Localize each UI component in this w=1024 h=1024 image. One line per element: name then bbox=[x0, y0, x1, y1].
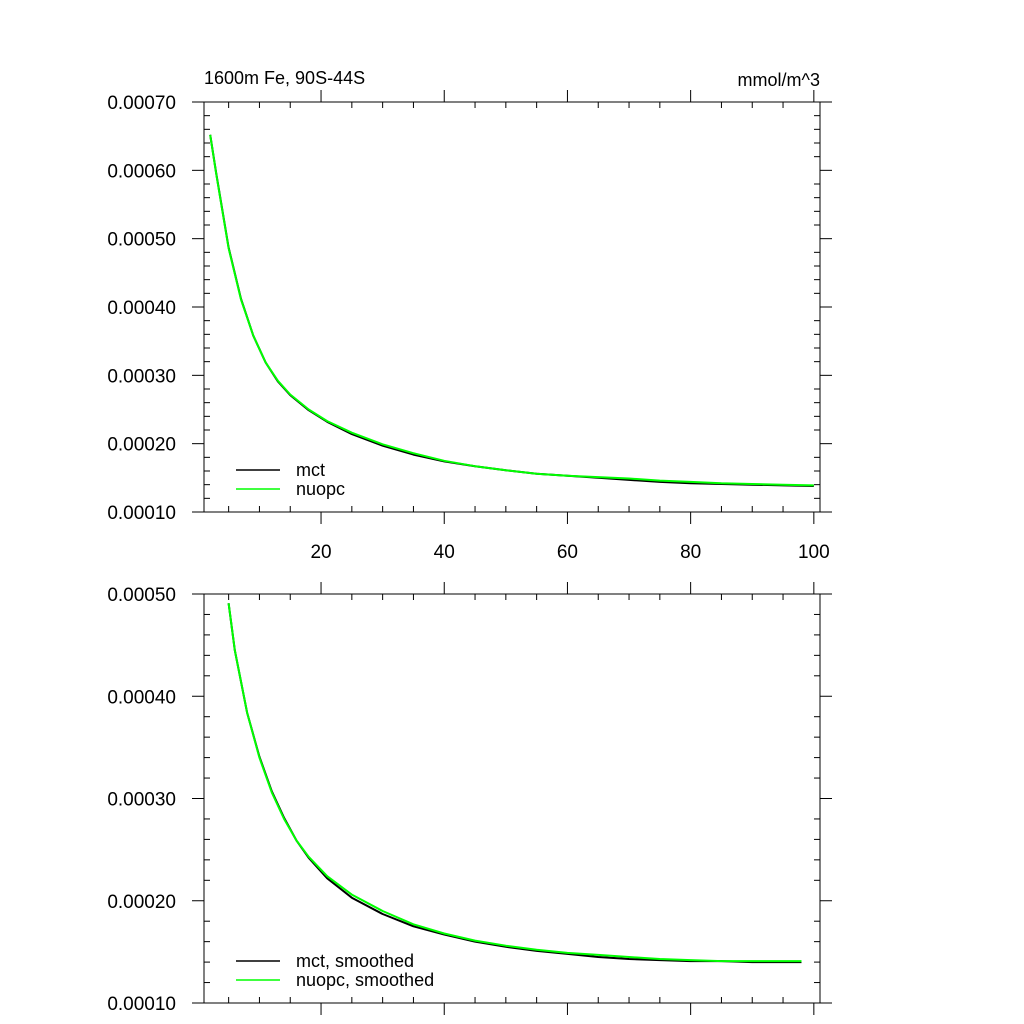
legend-label: nuopc, smoothed bbox=[296, 970, 434, 990]
x-tick-label: 100 bbox=[798, 542, 830, 563]
y-tick-label: 0.00030 bbox=[107, 790, 176, 811]
series-line-1 bbox=[209, 134, 814, 487]
y-tick-label: 0.00020 bbox=[107, 892, 176, 913]
y-tick-label: 0.00010 bbox=[107, 503, 176, 524]
y-tick-label: 0.00040 bbox=[107, 687, 176, 708]
y-tick-label: 0.00050 bbox=[107, 230, 176, 251]
x-tick-label: 40 bbox=[434, 542, 455, 563]
x-tick-label: 60 bbox=[557, 542, 578, 563]
legend-label: nuopc bbox=[296, 479, 345, 499]
legend-label: mct bbox=[296, 460, 325, 480]
y-tick-label: 0.00030 bbox=[107, 366, 176, 387]
top-panel: 0.00010 0.00020 0.00030 0.00040 0.00050 0.000… bbox=[107, 90, 832, 563]
series-line-1 bbox=[227, 603, 802, 963]
y-tick-label: 0.00010 bbox=[107, 994, 176, 1015]
y-tick-label: 0.00040 bbox=[107, 298, 176, 319]
y-tick-label: 0.00070 bbox=[107, 93, 176, 114]
legend-label: mct, smoothed bbox=[296, 951, 414, 971]
y-tick-label: 0.00020 bbox=[107, 435, 176, 456]
bottom-panel: 0.00010 0.00020 0.00030 0.00040 0.00050 mct, … bbox=[107, 582, 832, 1015]
units-label: mmol/m^3 bbox=[738, 70, 820, 90]
x-tick-label: 20 bbox=[310, 542, 331, 563]
x-tick-label: 80 bbox=[680, 542, 701, 563]
y-tick-label: 0.00060 bbox=[107, 161, 176, 182]
y-tick-label: 0.00050 bbox=[107, 585, 176, 606]
chart-title-left: 1600m Fe, 90S-44S bbox=[204, 68, 365, 88]
